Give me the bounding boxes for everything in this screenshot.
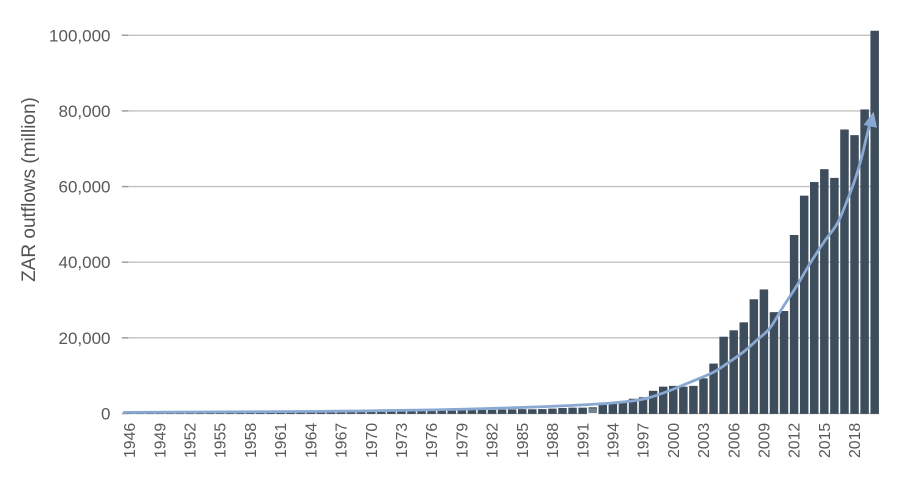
svg-text:2003: 2003: [696, 423, 713, 458]
svg-text:1994: 1994: [605, 423, 622, 458]
svg-text:20,000: 20,000: [59, 329, 111, 348]
svg-text:2000: 2000: [666, 423, 683, 458]
svg-text:2015: 2015: [817, 423, 834, 458]
svg-text:1976: 1976: [424, 423, 441, 458]
svg-text:1961: 1961: [273, 423, 290, 458]
svg-text:1970: 1970: [364, 423, 381, 458]
svg-text:2006: 2006: [726, 423, 743, 458]
svg-text:100,000: 100,000: [49, 26, 110, 45]
svg-text:1982: 1982: [485, 423, 502, 458]
svg-text:40,000: 40,000: [59, 253, 111, 272]
svg-text:2018: 2018: [847, 423, 864, 458]
svg-text:1991: 1991: [575, 423, 592, 458]
svg-text:1997: 1997: [636, 423, 653, 458]
svg-text:ZAR outflows (million): ZAR outflows (million): [19, 97, 40, 282]
svg-text:1958: 1958: [243, 423, 260, 458]
svg-text:1985: 1985: [515, 423, 532, 458]
svg-text:1979: 1979: [454, 423, 471, 458]
svg-text:1988: 1988: [545, 423, 562, 458]
svg-text:1964: 1964: [303, 423, 320, 458]
svg-text:1949: 1949: [152, 423, 169, 458]
svg-text:80,000: 80,000: [59, 102, 111, 121]
svg-text:2009: 2009: [757, 423, 774, 458]
svg-text:1952: 1952: [183, 423, 200, 458]
svg-text:1955: 1955: [213, 423, 230, 458]
svg-text:1967: 1967: [334, 423, 351, 458]
svg-text:2012: 2012: [787, 423, 804, 458]
svg-text:1946: 1946: [122, 423, 139, 458]
svg-text:60,000: 60,000: [59, 178, 111, 197]
svg-text:1973: 1973: [394, 423, 411, 458]
svg-text:0: 0: [101, 405, 110, 424]
